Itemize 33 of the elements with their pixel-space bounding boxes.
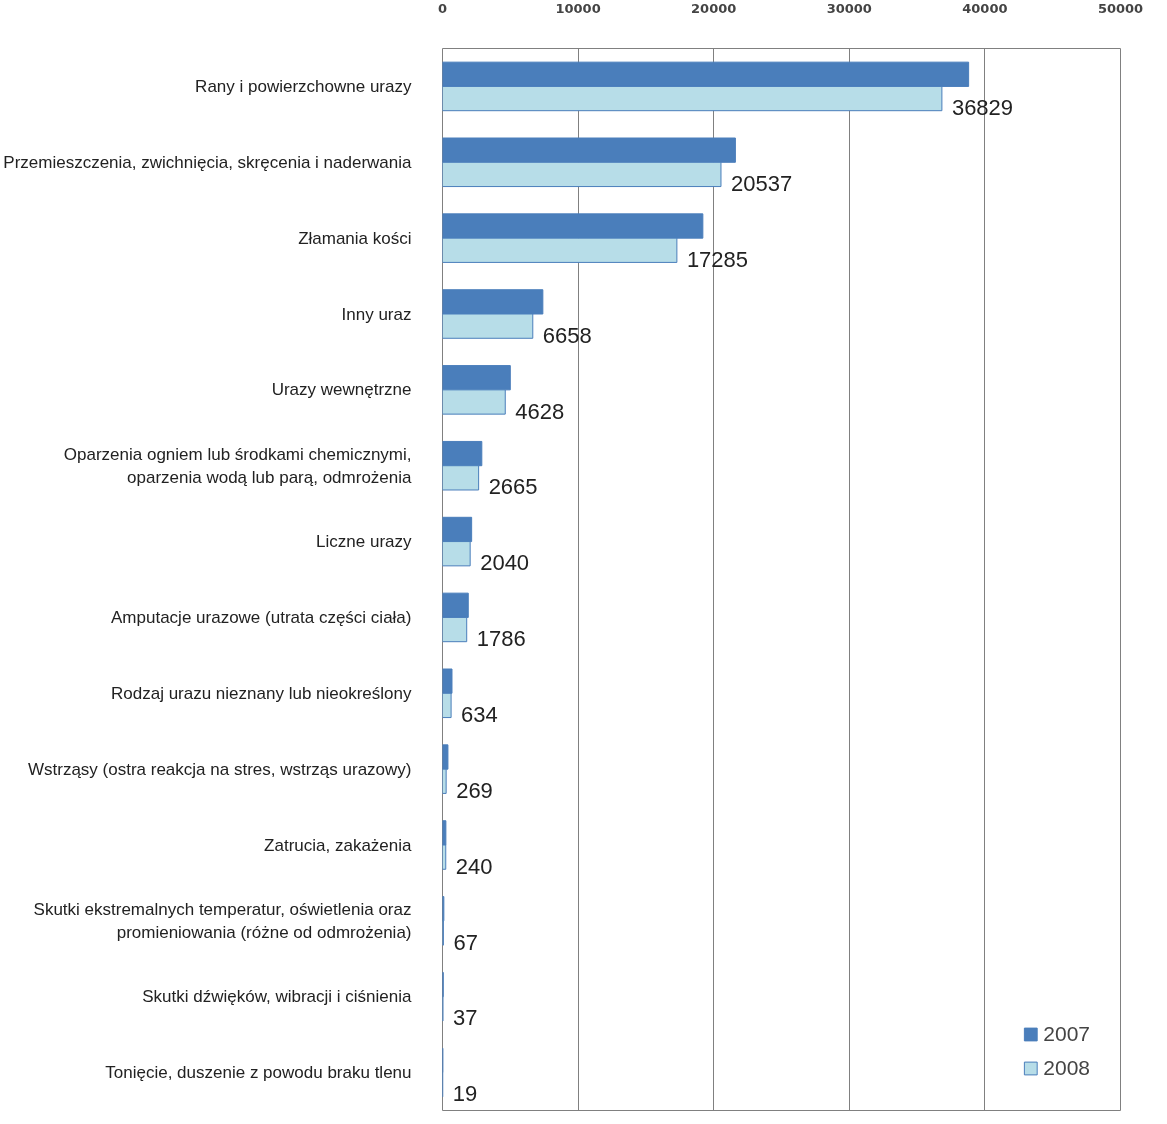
x-tick-label: 0: [437, 0, 448, 16]
data-label: 19: [452, 1081, 478, 1107]
data-label: 634: [461, 702, 498, 728]
data-label: 2665: [488, 474, 538, 500]
x-tick-label: 10000: [555, 0, 601, 16]
data-label: 240: [455, 853, 493, 879]
y-tick-label: Skutki dźwięków, wibracji i ciśnienia: [142, 987, 413, 1007]
y-tick-label: Rodzaj urazu nieznany lub nieokreślony: [110, 683, 412, 703]
y-tick-label: Przemieszczenia, zwichnięcia, skręcenia i naderwania: [3, 152, 413, 172]
y-tick-label: Wstrząsy (ostra reakcja na stres, wstrząs urazowy): [27, 759, 412, 779]
legend-label: 2007: [1043, 1022, 1090, 1046]
y-tick-label: Złamania kości: [298, 228, 412, 248]
x-tick-label: 40000: [962, 0, 1008, 16]
y-tick-label: Amputacje urazowe (utrata części ciała): [111, 607, 412, 627]
data-label: 4628: [515, 398, 565, 424]
legend-label: 2008: [1043, 1056, 1090, 1080]
data-label: 269: [456, 777, 493, 803]
data-label: 20537: [730, 171, 793, 197]
x-tick-label: 50000: [1097, 0, 1144, 16]
y-tick-label: Liczne urazy: [316, 532, 412, 552]
data-label: 1786: [476, 626, 526, 652]
y-tick-label: Inny uraz: [341, 304, 412, 324]
y-tick-label: Rany i powierzchowne urazy: [195, 76, 412, 96]
data-label: 2040: [480, 550, 530, 576]
x-tick-label: 20000: [691, 0, 737, 16]
y-tick-label: Urazy wewnętrzne: [271, 380, 412, 400]
y-tick-label: Tonięcie, duszenie z powodu braku tlenu: [105, 1063, 412, 1083]
data-label: 67: [453, 929, 478, 955]
data-label: 37: [453, 1005, 478, 1031]
y-tick-label: Zatrucia, zakażenia: [264, 835, 413, 855]
y-tick-label: Skutki ekstremalnych temperatur, oświetlenia oraz promieniowania (różne od odmrożenia): [33, 899, 412, 942]
y-tick-label: Oparzenia ogniem lub środkami chemicznymi, oparzenia wodą lub parą, odmrożenia: [63, 444, 413, 487]
x-tick-label: 30000: [826, 0, 872, 16]
